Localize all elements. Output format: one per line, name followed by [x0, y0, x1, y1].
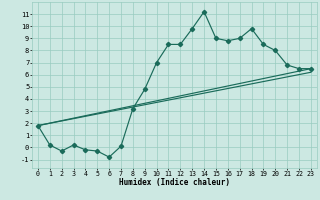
X-axis label: Humidex (Indice chaleur): Humidex (Indice chaleur) — [119, 178, 230, 187]
